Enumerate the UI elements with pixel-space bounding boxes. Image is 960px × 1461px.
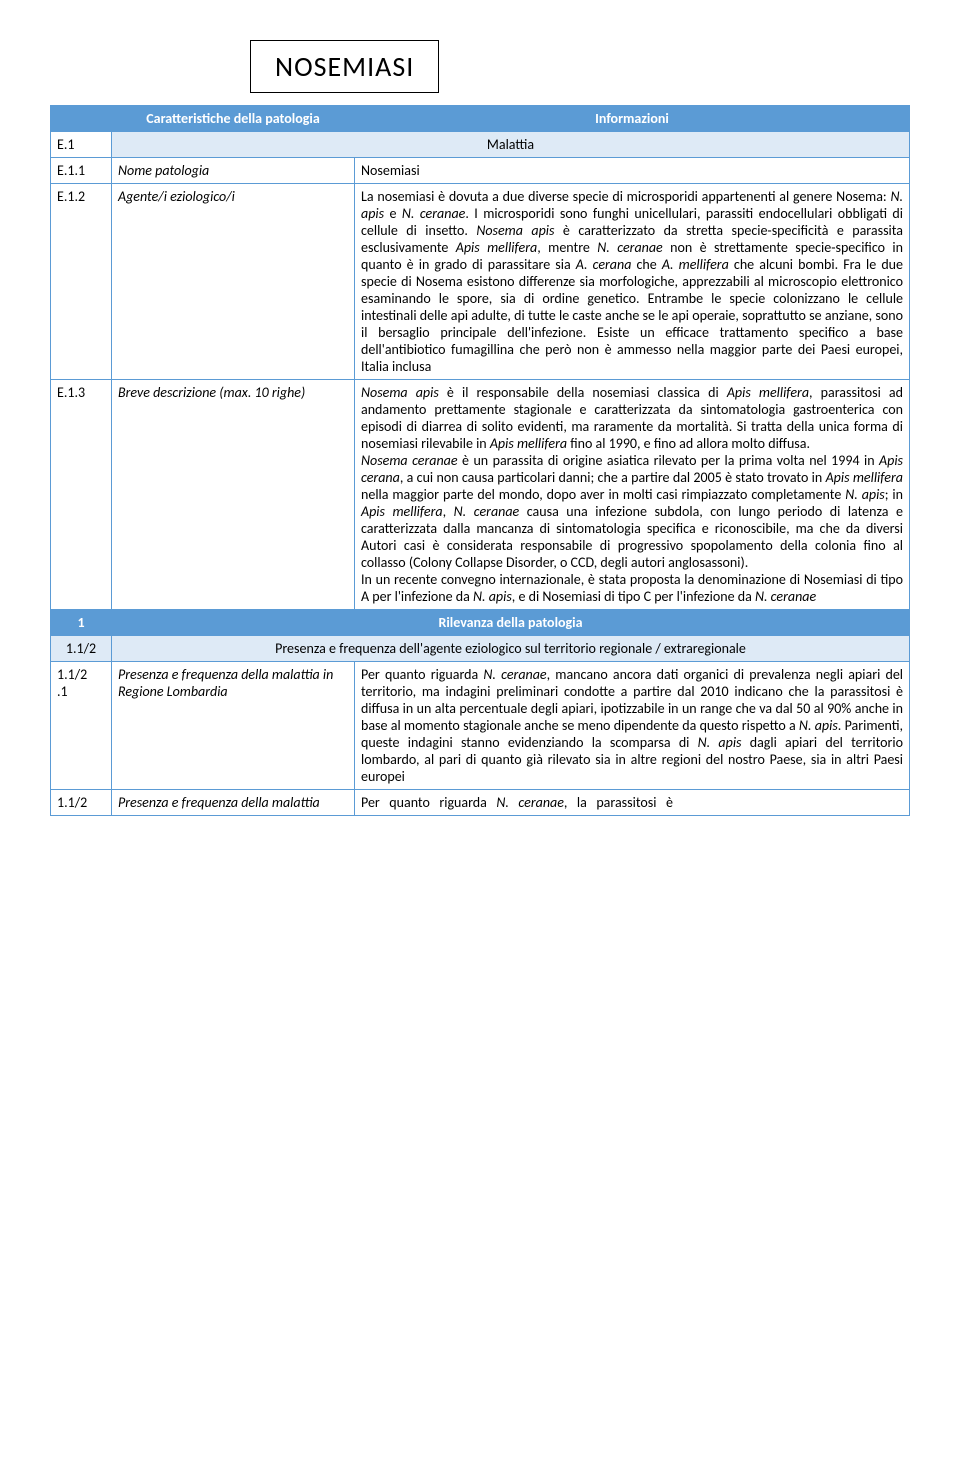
header-row: Caratteristiche della patologia Informaz… [51, 106, 910, 132]
main-table: Caratteristiche della patologia Informaz… [50, 105, 910, 816]
header-informazioni: Informazioni [355, 106, 910, 132]
row-e13: E.1.3 Breve descrizione (max. 10 righe) … [51, 380, 910, 610]
cell-121-id: 1.1/2.1 [51, 662, 112, 790]
cell-e13-id: E.1.3 [51, 380, 112, 610]
cell-122-value: Per quanto riguarda N. ceranae, la paras… [355, 790, 910, 816]
cell-122-id: 1.1/2 [51, 790, 112, 816]
cell-121-label: Presenza e frequenza della malattia in R… [112, 662, 355, 790]
empty-header [51, 106, 112, 132]
cell-121-value: Per quanto riguarda N. ceranae, mancano … [355, 662, 910, 790]
row-e1: E.1 Malattia [51, 132, 910, 158]
cell-e11-value: Nosemiasi [355, 158, 910, 184]
cell-e12-value: La nosemiasi è dovuta a due diverse spec… [355, 184, 910, 380]
cell-section-1-id: 1 [51, 610, 112, 636]
row-section-12: 1.1/2 Presenza e frequenza dell'agente e… [51, 636, 910, 662]
cell-e13-value: Nosema apis è il responsabile della nose… [355, 380, 910, 610]
header-caratteristiche: Caratteristiche della patologia [112, 106, 355, 132]
row-122: 1.1/2 Presenza e frequenza della malatti… [51, 790, 910, 816]
cell-section-12-id: 1.1/2 [51, 636, 112, 662]
cell-e12-label: Agente/i eziologico/i [112, 184, 355, 380]
header-rilevanza: Rilevanza della patologia [112, 610, 910, 636]
row-e11: E.1.1 Nome patologia Nosemiasi [51, 158, 910, 184]
title-box: NOSEMIASI [250, 40, 439, 93]
cell-e13-label: Breve descrizione (max. 10 righe) [112, 380, 355, 610]
cell-e11-label: Nome patologia [112, 158, 355, 184]
page-title: NOSEMIASI [275, 49, 414, 84]
subheader-malattia: Malattia [112, 132, 910, 158]
cell-e11-id: E.1.1 [51, 158, 112, 184]
cell-e12-id: E.1.2 [51, 184, 112, 380]
cell-e1-id: E.1 [51, 132, 112, 158]
row-e12: E.1.2 Agente/i eziologico/i La nosemiasi… [51, 184, 910, 380]
cell-122-label: Presenza e frequenza della malattia [112, 790, 355, 816]
row-121: 1.1/2.1 Presenza e frequenza della malat… [51, 662, 910, 790]
subheader-presenza: Presenza e frequenza dell'agente eziolog… [112, 636, 910, 662]
row-section-1: 1 Rilevanza della patologia [51, 610, 910, 636]
